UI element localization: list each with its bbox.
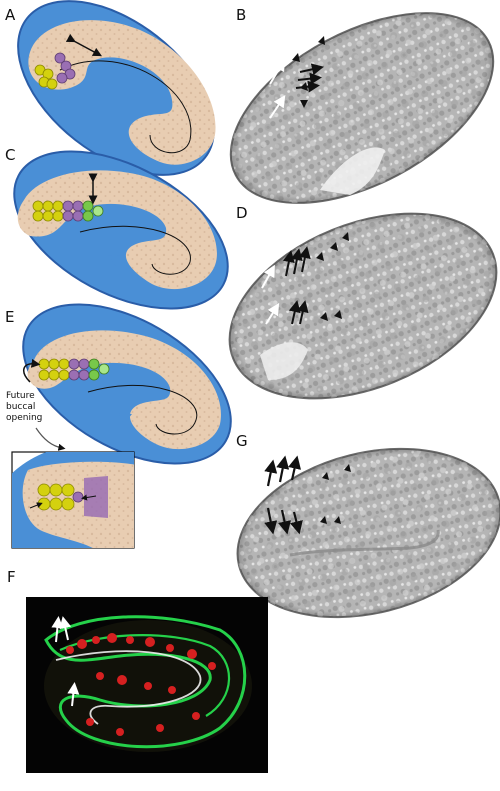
gut-line bbox=[59, 60, 192, 154]
panel-label-c: C bbox=[5, 146, 15, 164]
panel-label-f: F bbox=[7, 568, 16, 586]
curved-arrow-icon bbox=[23, 358, 41, 383]
black-arrowhead-icon bbox=[316, 232, 349, 321]
panel-c: C bbox=[5, 146, 229, 310]
panel-e: E Future buccal opening bbox=[5, 303, 232, 549]
annotation-line-1: Future bbox=[6, 391, 35, 401]
cell-cluster bbox=[34, 52, 76, 90]
black-arrow-icon bbox=[264, 455, 303, 535]
panel-a: A bbox=[5, 0, 216, 176]
panel-b: B bbox=[229, 6, 495, 204]
white-arrow-icon bbox=[261, 264, 280, 325]
cell-cluster bbox=[32, 200, 104, 222]
curved-arrow-icon bbox=[35, 427, 66, 451]
panel-d: D bbox=[228, 204, 498, 400]
annotation-line-3: opening bbox=[6, 413, 42, 423]
panel-label-g: G bbox=[236, 432, 248, 450]
white-arrow-icon bbox=[51, 616, 80, 707]
annotation-line-2: buccal bbox=[6, 402, 35, 412]
black-arrowhead-icon bbox=[292, 36, 325, 108]
black-arrowhead-icon bbox=[320, 464, 351, 524]
panel-label-e: E bbox=[5, 308, 14, 326]
inset-detail bbox=[11, 451, 135, 549]
double-arrow-icon bbox=[65, 33, 102, 57]
panel-label-a: A bbox=[5, 6, 16, 24]
gut-line bbox=[87, 384, 198, 435]
gut-line bbox=[79, 225, 191, 275]
black-arrow-icon bbox=[295, 63, 324, 93]
white-arrow-icon bbox=[269, 58, 286, 119]
black-arrow-icon bbox=[282, 246, 311, 325]
fluorescent-embryo bbox=[44, 615, 252, 752]
panel-label-d: D bbox=[236, 204, 248, 222]
panel-g: G bbox=[236, 432, 500, 619]
panel-f: F bbox=[7, 568, 268, 773]
panel-label-b: B bbox=[236, 6, 246, 24]
